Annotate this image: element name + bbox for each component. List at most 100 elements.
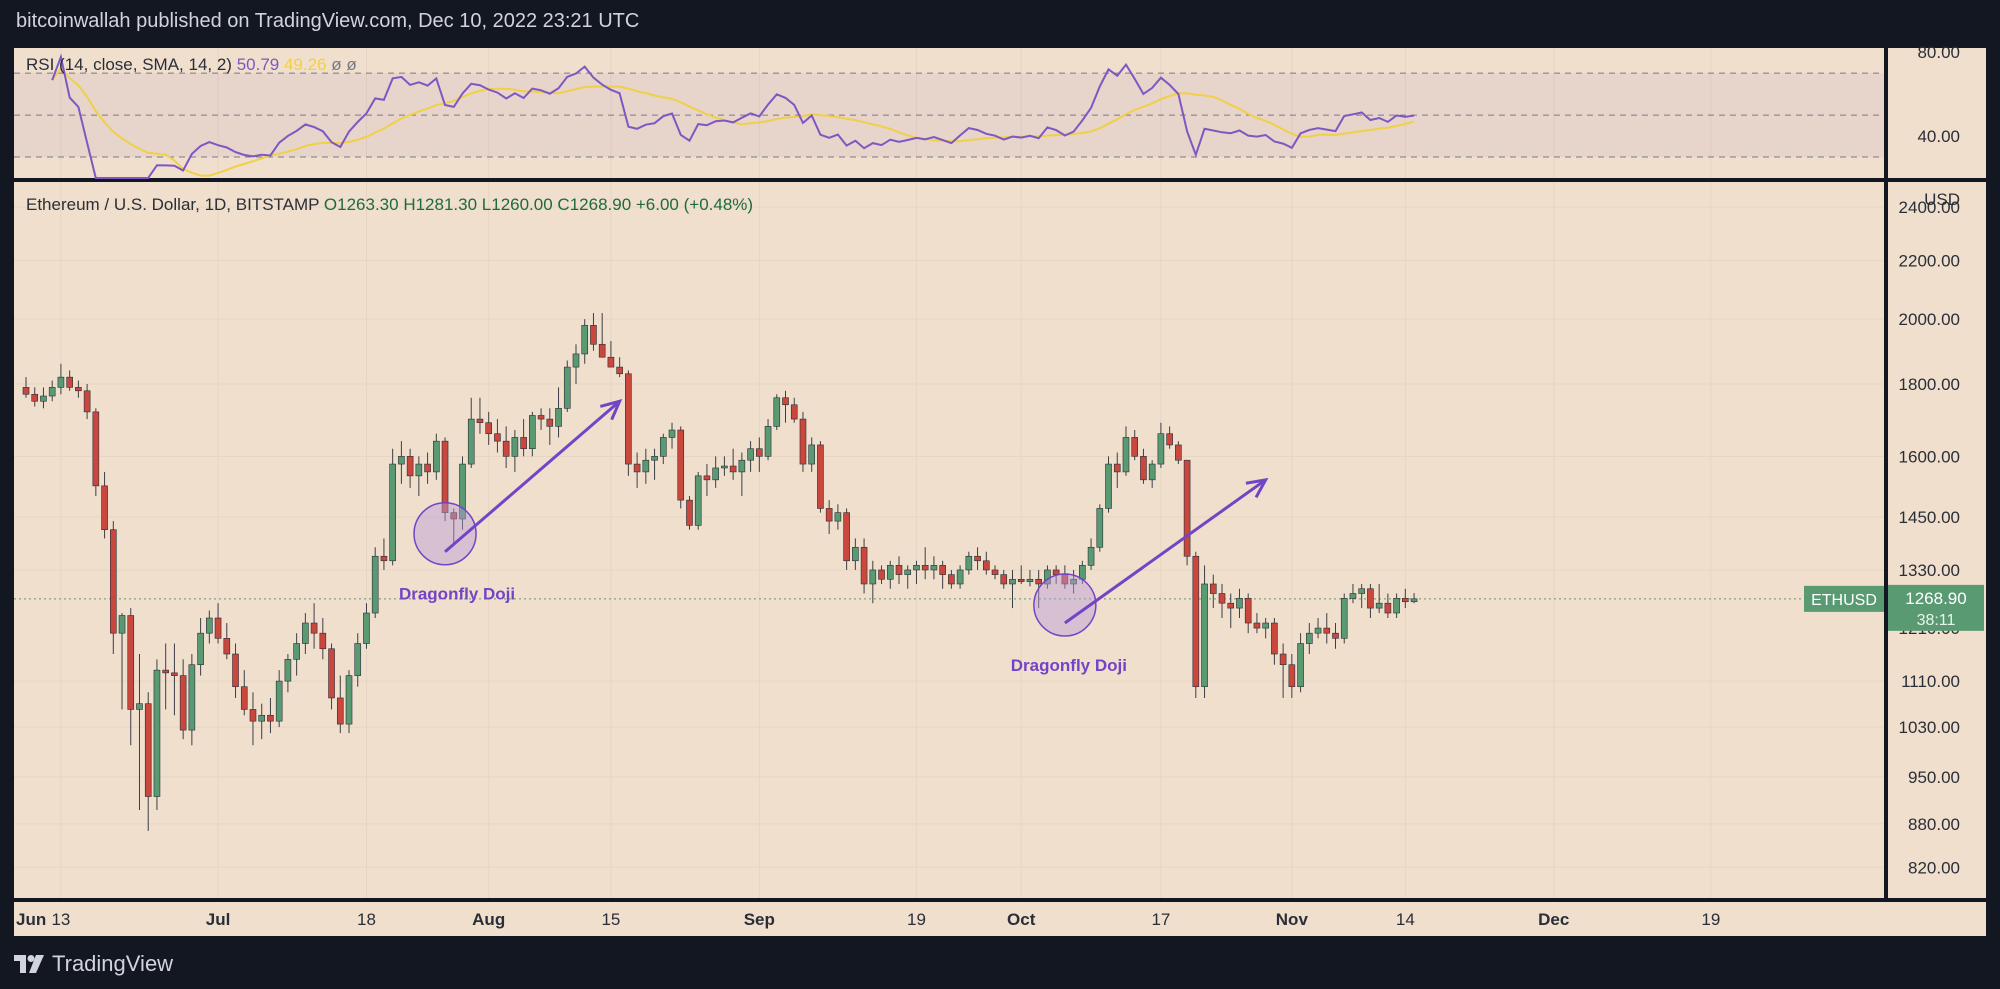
- candle-body: [48, 387, 56, 397]
- candle: [738, 452, 746, 497]
- candle-body: [834, 512, 842, 522]
- candle: [1384, 593, 1392, 619]
- eye-off-icon[interactable]: ø ø: [331, 55, 357, 74]
- candle: [1271, 618, 1278, 665]
- candle: [1314, 618, 1322, 639]
- candle-body: [956, 569, 964, 585]
- candle-body: [764, 426, 772, 457]
- candle: [214, 603, 222, 644]
- candle-body: [433, 440, 440, 473]
- candle: [363, 603, 370, 649]
- candle: [625, 370, 632, 476]
- candle: [948, 569, 955, 589]
- candle: [258, 703, 266, 740]
- time-tick-label: Oct: [1007, 910, 1036, 929]
- candle-body: [1306, 632, 1313, 644]
- time-tick-label: 14: [1396, 910, 1415, 929]
- candle-body: [537, 415, 545, 420]
- time-tick-label: Sep: [744, 910, 775, 929]
- candle: [799, 411, 807, 472]
- time-tick-label: Jun: [16, 910, 46, 929]
- candle: [249, 692, 257, 746]
- candle-body: [275, 680, 283, 722]
- candle: [834, 504, 842, 530]
- candle-body: [1035, 578, 1042, 585]
- candle: [1017, 565, 1025, 584]
- candle: [852, 538, 859, 570]
- candle: [476, 397, 484, 434]
- candle-body: [1017, 578, 1025, 582]
- candle-body: [1026, 578, 1034, 582]
- tradingview-brand: TradingView: [52, 951, 174, 976]
- candle: [223, 623, 231, 660]
- candle-body: [459, 463, 466, 520]
- candle: [22, 377, 30, 398]
- candle: [345, 670, 353, 734]
- candle: [1122, 426, 1130, 476]
- candle-body: [555, 408, 562, 427]
- candle: [406, 448, 414, 488]
- candle: [764, 419, 772, 461]
- candle: [1113, 452, 1121, 488]
- candle: [703, 464, 711, 497]
- candle: [886, 560, 894, 589]
- candle: [1323, 613, 1331, 644]
- candle-body: [563, 366, 571, 409]
- doji-highlight-circle: [1033, 573, 1097, 637]
- candle-body: [511, 437, 519, 457]
- candle: [1410, 593, 1418, 604]
- candle: [1201, 565, 1208, 698]
- candle: [642, 448, 650, 484]
- candle: [171, 643, 178, 716]
- candle-body: [1096, 508, 1104, 548]
- candle: [668, 422, 676, 449]
- candle-body: [1183, 459, 1191, 557]
- candle-body: [1297, 643, 1304, 687]
- candle-body: [581, 325, 589, 355]
- candle: [188, 654, 196, 746]
- candle-body: [790, 404, 798, 420]
- candle-body: [878, 569, 885, 580]
- candle-body: [1087, 546, 1095, 566]
- symbol-tag-label: ETHUSD: [1811, 592, 1877, 609]
- candle: [511, 430, 519, 472]
- candle-body: [1358, 588, 1365, 594]
- candle-body: [197, 632, 204, 666]
- candle-body: [179, 675, 187, 731]
- candle: [1140, 448, 1147, 484]
- candle-body: [371, 555, 379, 614]
- candle-body: [389, 463, 396, 562]
- rsi-value: 50.79: [237, 55, 284, 74]
- candle-body: [886, 565, 894, 580]
- candle-body: [1192, 555, 1200, 687]
- tradingview-footer[interactable]: TradingView: [14, 951, 173, 977]
- rsi-legend: RSI (14, close, SMA, 14, 2) 50.79 49.26 …: [26, 55, 357, 74]
- candle-body: [729, 465, 737, 473]
- candle-body: [616, 366, 623, 375]
- candle: [328, 643, 335, 710]
- candle: [232, 643, 239, 698]
- candle-body: [721, 465, 728, 469]
- candle-body: [1410, 598, 1418, 603]
- candle: [756, 437, 763, 472]
- candle: [939, 560, 946, 589]
- candle-body: [738, 459, 746, 473]
- candle: [843, 508, 850, 570]
- candle: [1253, 613, 1261, 634]
- candle: [529, 411, 536, 457]
- candle-body: [188, 664, 196, 731]
- candle: [179, 659, 187, 740]
- candle-body: [1384, 602, 1392, 614]
- candle: [633, 452, 641, 488]
- candle-body: [895, 565, 903, 575]
- rsi-sma-value: 49.26: [284, 55, 331, 74]
- candle-body: [869, 569, 877, 585]
- candle-body: [598, 343, 606, 358]
- candle: [110, 521, 117, 655]
- candle: [921, 547, 929, 580]
- candle: [659, 433, 667, 465]
- price-legend: Ethereum / U.S. Dollar, 1D, BITSTAMP O12…: [26, 195, 753, 214]
- candle-body: [1244, 598, 1252, 624]
